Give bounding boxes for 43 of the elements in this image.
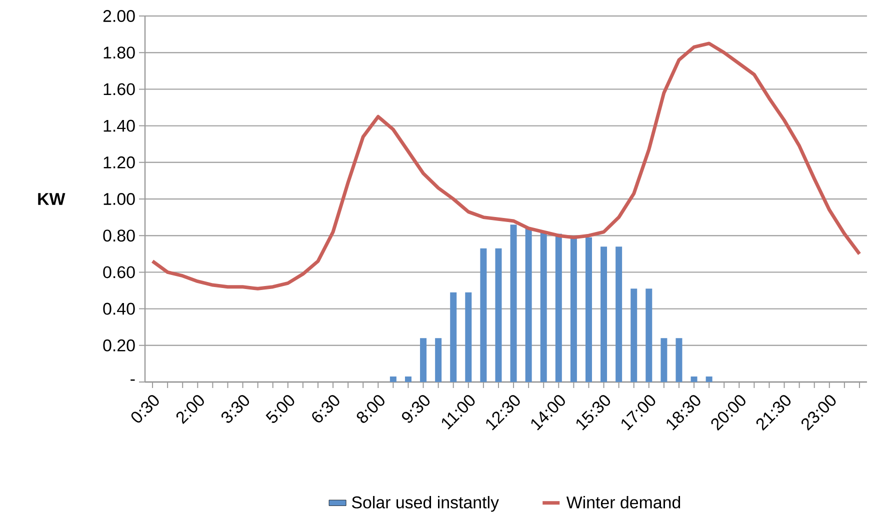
bar: [510, 224, 517, 382]
y-tick-label: 0.80: [103, 230, 135, 242]
bar: [540, 232, 547, 382]
x-tick-label: 3:30: [221, 395, 250, 423]
bar: [555, 234, 562, 382]
bar: [404, 376, 412, 382]
bar: [585, 237, 592, 382]
x-tick-label: 6:30: [312, 395, 340, 422]
bar: [660, 338, 668, 382]
bar: [420, 338, 427, 382]
y-tick-label: 1.40: [104, 120, 135, 132]
bar: [676, 338, 682, 382]
bar: [495, 248, 502, 382]
y-tick-label: 0.60: [103, 266, 135, 278]
y-tick-label: 2.00: [103, 10, 135, 22]
bar: [465, 292, 472, 382]
bar: [480, 248, 487, 382]
x-tick-label: 5:00: [266, 395, 294, 423]
y-tick-label: 1.20: [104, 156, 135, 168]
x-tick-label: 9:30: [402, 395, 430, 423]
bar: [600, 246, 608, 382]
bar: [450, 292, 457, 382]
x-tick-label: 8:00: [356, 395, 384, 423]
bar: [390, 376, 396, 382]
bar: [570, 237, 577, 382]
y-axis-title: KW: [38, 193, 66, 205]
bar: [435, 338, 442, 382]
bar: [525, 228, 532, 382]
y-tick-label: 1.80: [104, 46, 135, 59]
line-series: [150, 42, 862, 290]
bar: [706, 376, 712, 382]
y-tick-label: 0.20: [103, 339, 135, 352]
bar: [646, 288, 652, 382]
bar: [616, 246, 622, 382]
legend-label: Winter demand: [566, 496, 680, 508]
bar: [630, 288, 638, 382]
y-tick-label: 0.40: [103, 302, 135, 315]
y-tick-label: 1.60: [104, 83, 135, 96]
legend-label: Solar used instantly: [352, 496, 499, 512]
y-tick-label: -: [130, 379, 135, 381]
y-tick-label: 1.00: [104, 193, 135, 205]
x-tick-label: 0:30: [131, 395, 159, 423]
bar: [690, 376, 698, 382]
